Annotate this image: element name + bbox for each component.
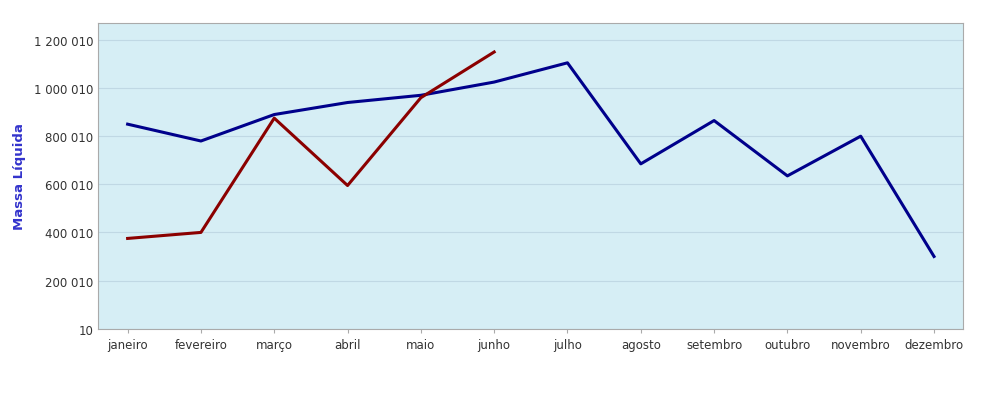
Massa Líquida 2014 bbox=[415, 94, 427, 99]
Massa Líquida 2015 bbox=[268, 116, 280, 121]
Y-axis label: Massa Líquida: Massa Líquida bbox=[13, 123, 26, 230]
Massa Líquida 2014 bbox=[781, 174, 793, 179]
Line: Massa Líquida 2014: Massa Líquida 2014 bbox=[128, 64, 934, 257]
Massa Líquida 2015 bbox=[342, 184, 354, 188]
Line: Massa Líquida 2015: Massa Líquida 2015 bbox=[128, 53, 494, 239]
Massa Líquida 2015 bbox=[122, 237, 134, 241]
Massa Líquida 2014 bbox=[708, 119, 720, 124]
Massa Líquida 2014 bbox=[122, 122, 134, 127]
Massa Líquida 2015 bbox=[489, 51, 500, 55]
Massa Líquida 2015 bbox=[415, 96, 427, 101]
Massa Líquida 2014 bbox=[561, 61, 573, 66]
Massa Líquida 2014 bbox=[489, 81, 500, 85]
Massa Líquida 2014 bbox=[635, 162, 647, 167]
Massa Líquida 2014 bbox=[928, 254, 940, 259]
Massa Líquida 2014 bbox=[855, 134, 867, 139]
Massa Líquida 2015 bbox=[195, 231, 206, 235]
Massa Líquida 2014 bbox=[195, 139, 206, 144]
Massa Líquida 2014 bbox=[342, 101, 354, 105]
Massa Líquida 2014 bbox=[268, 113, 280, 117]
